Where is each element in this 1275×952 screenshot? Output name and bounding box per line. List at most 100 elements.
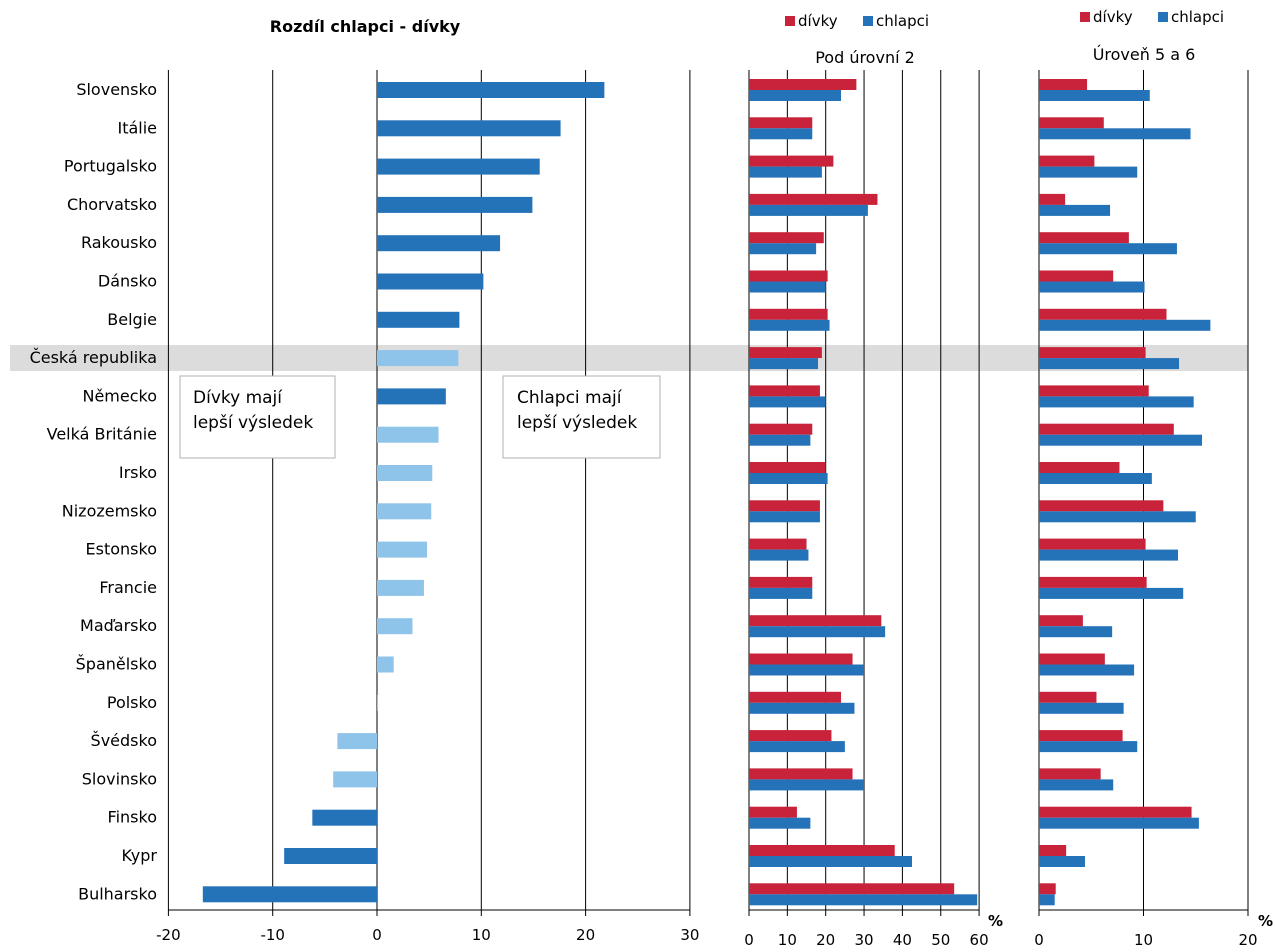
annotation-left-line-2: lepší výsledek bbox=[193, 413, 313, 433]
bar-p2-divky-ceska-republika bbox=[1039, 347, 1146, 359]
bar-diff-kypr bbox=[284, 848, 377, 864]
bar-diff-francie bbox=[377, 579, 424, 596]
bar-p2-divky-estonsko bbox=[1039, 538, 1146, 550]
bar-p1-divky-svedsko bbox=[749, 730, 832, 742]
category-label-estonsko: Estonsko bbox=[86, 540, 157, 559]
bar-diff-slovinsko bbox=[333, 771, 377, 788]
bar-p1-chlapci-italie bbox=[749, 128, 813, 140]
bar-p2-chlapci-madarsko bbox=[1039, 626, 1113, 638]
category-label-nemecko: Německo bbox=[82, 386, 157, 405]
category-label-italie: Itálie bbox=[117, 118, 157, 137]
bar-p1-chlapci-estonsko bbox=[749, 549, 809, 561]
bar-p2-chlapci-ceska-republika bbox=[1039, 358, 1180, 370]
bar-p1-chlapci-rakousko bbox=[749, 243, 817, 255]
bar-p1-divky-slovinsko bbox=[749, 768, 853, 780]
bar-p1-chlapci-dansko bbox=[749, 281, 826, 293]
bar-p1-divky-estonsko bbox=[749, 538, 807, 550]
category-label-slovensko: Slovensko bbox=[76, 80, 157, 99]
bar-p1-chlapci-irsko bbox=[749, 473, 828, 484]
tick-label-diff-1: -10 bbox=[260, 926, 285, 944]
bar-p2-divky-belgie bbox=[1039, 308, 1167, 320]
annotation-right-line-1: Chlapci mají bbox=[517, 388, 623, 408]
bar-p1-divky-belgie bbox=[749, 308, 828, 320]
bar-p1-chlapci-nizozemsko bbox=[749, 511, 820, 523]
bar-p2-divky-polsko bbox=[1039, 691, 1097, 703]
category-label-finsko: Finsko bbox=[108, 808, 157, 827]
bar-p1-chlapci-bulharsko bbox=[749, 894, 978, 906]
category-label-polsko: Polsko bbox=[107, 693, 157, 712]
bar-diff-rakousko bbox=[377, 235, 501, 252]
bar-p1-divky-francie bbox=[749, 576, 813, 588]
bar-diff-slovensko bbox=[377, 82, 605, 98]
bar-diff-ceska-republika bbox=[377, 350, 459, 367]
tick-label-p1-5: 50 bbox=[931, 931, 950, 948]
tick-label-diff-0: -20 bbox=[156, 926, 181, 944]
tick-label-p2-1: 10 bbox=[1134, 931, 1153, 948]
bar-p1-divky-madarsko bbox=[749, 615, 882, 627]
bar-p2-chlapci-estonsko bbox=[1039, 549, 1178, 561]
bar-p2-chlapci-polsko bbox=[1039, 702, 1124, 714]
bar-diff-belgie bbox=[377, 311, 460, 328]
category-label-dansko: Dánsko bbox=[98, 272, 157, 291]
bar-p1-chlapci-belgie bbox=[749, 319, 830, 331]
bar-p2-divky-dansko bbox=[1039, 270, 1114, 282]
bar-diff-bulharsko bbox=[202, 886, 377, 903]
category-label-belgie: Belgie bbox=[107, 310, 157, 329]
bar-p2-chlapci-finsko bbox=[1039, 817, 1199, 829]
bar-p1-divky-ceska-republika bbox=[749, 347, 822, 359]
chart-title-below-level-2: Pod úrovní 2 bbox=[815, 48, 915, 67]
bar-p2-divky-kypr bbox=[1039, 845, 1067, 856]
bar-p2-chlapci-italie bbox=[1039, 128, 1191, 140]
annotation-box-right bbox=[502, 375, 661, 459]
bar-p2-chlapci-velka-britanie bbox=[1039, 434, 1203, 446]
category-label-bulharsko: Bulharsko bbox=[78, 884, 157, 903]
bar-p2-divky-spanelsko bbox=[1039, 653, 1105, 665]
bar-p1-chlapci-velka-britanie bbox=[749, 434, 811, 446]
bar-p1-chlapci-svedsko bbox=[749, 741, 845, 753]
bar-p1-divky-italie bbox=[749, 117, 813, 129]
bar-p1-chlapci-ceska-republika bbox=[749, 358, 819, 370]
tick-label-p1-1: 10 bbox=[778, 931, 797, 948]
bar-diff-finsko bbox=[312, 809, 377, 826]
bar-diff-nemecko bbox=[377, 388, 446, 405]
category-label-spanelsko: Španělsko bbox=[76, 655, 157, 674]
bar-diff-dansko bbox=[377, 273, 484, 290]
category-label-nizozemsko: Nizozemsko bbox=[62, 501, 157, 520]
bar-diff-polsko bbox=[377, 694, 379, 711]
bar-diff-madarsko bbox=[377, 618, 413, 635]
tick-label-p1-4: 40 bbox=[893, 931, 912, 948]
chart-title-difference: Rozdíl chlapci - dívky bbox=[270, 17, 461, 36]
bar-p2-chlapci-spanelsko bbox=[1039, 664, 1135, 676]
legend-swatch-p1-chlapci bbox=[863, 16, 873, 26]
tick-label-diff-5: 30 bbox=[680, 926, 699, 944]
bar-p2-chlapci-dansko bbox=[1039, 281, 1145, 293]
category-label-slovinsko: Slovinsko bbox=[82, 769, 157, 788]
category-label-irsko: Irsko bbox=[119, 463, 157, 482]
bar-p2-chlapci-belgie bbox=[1039, 319, 1211, 331]
bar-p2-divky-chorvatsko bbox=[1039, 193, 1066, 205]
category-label-ceska-republika: Česká republika bbox=[30, 348, 157, 367]
bar-p2-divky-irsko bbox=[1039, 462, 1120, 473]
legend-label-p1-chlapci: chlapci bbox=[876, 12, 929, 30]
bar-diff-velka-britanie bbox=[377, 426, 439, 443]
bar-p2-chlapci-rakousko bbox=[1039, 243, 1177, 255]
bar-diff-portugalsko bbox=[377, 158, 540, 175]
annotation-right-line-2: lepší výsledek bbox=[517, 413, 637, 433]
legend-swatch-p2-divky bbox=[1080, 12, 1090, 22]
bar-p2-chlapci-francie bbox=[1039, 587, 1184, 599]
bar-diff-svedsko bbox=[337, 733, 377, 750]
bar-p2-chlapci-irsko bbox=[1039, 473, 1152, 484]
bar-p2-divky-bulharsko bbox=[1039, 883, 1056, 895]
bar-diff-italie bbox=[377, 120, 561, 137]
legend-label-p2-divky: dívky bbox=[1093, 8, 1133, 26]
bar-p2-divky-svedsko bbox=[1039, 730, 1123, 742]
bar-p1-chlapci-kypr bbox=[749, 856, 912, 867]
bar-p1-divky-rakousko bbox=[749, 232, 824, 244]
bar-p1-chlapci-madarsko bbox=[749, 626, 886, 638]
bar-p1-chlapci-chorvatsko bbox=[749, 204, 868, 216]
bar-p1-chlapci-polsko bbox=[749, 702, 855, 714]
tick-label-p1-6: 60 bbox=[970, 931, 989, 948]
bar-p1-divky-nizozemsko bbox=[749, 500, 820, 512]
bar-p2-divky-portugalsko bbox=[1039, 155, 1095, 167]
bar-p1-chlapci-spanelsko bbox=[749, 664, 865, 676]
